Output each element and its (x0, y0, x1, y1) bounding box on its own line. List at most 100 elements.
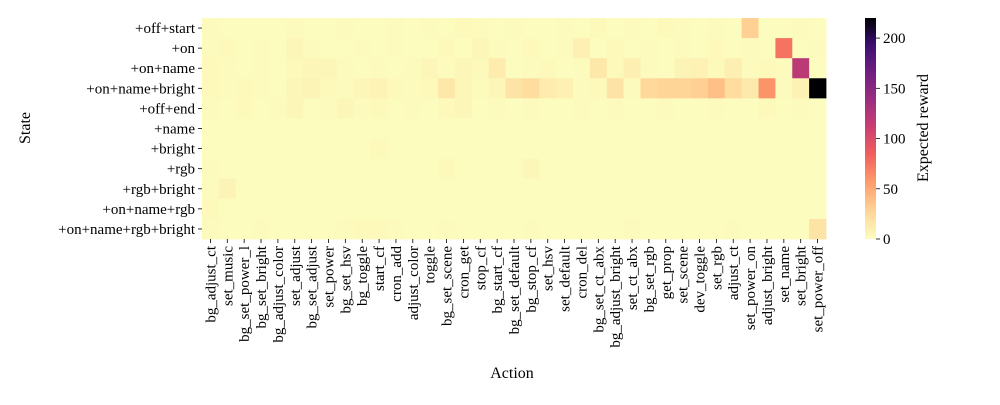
heatmap-cell (589, 78, 608, 99)
heatmap-cell (471, 198, 490, 220)
heatmap-cell (202, 138, 220, 160)
heatmap-cell (657, 118, 675, 139)
heatmap-cell (657, 58, 675, 79)
heatmap-cell (387, 58, 405, 79)
colorbar: 0 50 100 150 200 (865, 18, 906, 248)
heatmap-cell (707, 38, 726, 59)
heatmap-cell (320, 218, 338, 240)
heatmap-cell (691, 138, 709, 160)
heatmap-cell (640, 98, 658, 119)
heatmap-cell (387, 198, 405, 220)
heatmap-cell (269, 18, 287, 39)
column-label: set_power_off (811, 246, 827, 332)
heatmap-cell (539, 218, 557, 240)
column-label: set_scene (676, 246, 692, 304)
heatmap-cell (707, 58, 726, 79)
heatmap-cell (320, 158, 338, 180)
column-label: dev_toggle (693, 246, 709, 313)
heatmap-cell (286, 98, 304, 119)
heatmap-cell (218, 218, 237, 240)
heatmap-cell (488, 178, 506, 200)
heatmap-cell (573, 78, 591, 99)
heatmap-cell (758, 98, 776, 119)
heatmap-cell (556, 178, 574, 200)
heatmap-cell (809, 18, 827, 39)
heatmap-cell (556, 198, 574, 220)
heatmap-cell (640, 58, 658, 79)
heatmap-cell (252, 218, 270, 240)
heatmap-cell (421, 118, 439, 139)
heatmap-cell (691, 178, 709, 200)
heatmap-cell (707, 158, 726, 180)
heatmap-cell (674, 58, 692, 79)
colorbar-label: Expected reward (915, 74, 932, 182)
heatmap-cell (505, 218, 523, 240)
column-label: adjust_bright (760, 245, 776, 325)
heatmap-cell (674, 78, 692, 99)
heatmap-cell (775, 218, 793, 240)
heatmap-cell (623, 38, 641, 59)
heatmap-cell (303, 178, 321, 200)
heatmap-cell (573, 38, 591, 59)
heatmap-cell (252, 198, 270, 220)
heatmap-cell (438, 138, 456, 160)
heatmap-cell (387, 118, 405, 139)
heatmap-cell (539, 58, 557, 79)
heatmap-cell (421, 178, 439, 200)
heatmap-cell (353, 58, 372, 79)
heatmap-cell (235, 218, 253, 240)
heatmap-cell (758, 158, 776, 180)
heatmap-cell (522, 38, 540, 59)
heatmap-cell (724, 18, 743, 39)
heatmap-cell (370, 98, 388, 119)
heatmap-cell (792, 98, 810, 119)
heatmap-cell (370, 78, 388, 99)
heatmap-cell (336, 58, 355, 79)
heatmap-cell (775, 58, 793, 79)
y-axis-label: State (17, 112, 34, 144)
heatmap-cell (471, 178, 490, 200)
column-label: cron_get (456, 245, 472, 298)
heatmap-cell (505, 58, 523, 79)
heatmap-cell (640, 78, 658, 99)
heatmap-cell (438, 118, 456, 139)
heatmap-cell (505, 138, 523, 160)
heatmap-cell (573, 198, 591, 220)
heatmap-cell (404, 78, 422, 99)
heatmap-cell (320, 178, 338, 200)
heatmap-cell (573, 138, 591, 160)
heatmap-cell (438, 38, 456, 59)
heatmap-cell (286, 18, 304, 39)
heatmap-cell (758, 218, 776, 240)
heatmap-cell (707, 218, 726, 240)
heatmap-cell (303, 218, 321, 240)
heatmap-cell (202, 198, 220, 220)
heatmap-cell (691, 218, 709, 240)
heatmap-cell (589, 18, 608, 39)
heatmap-cell (640, 38, 658, 59)
heatmap-cell (235, 158, 253, 180)
heatmap-cell (623, 178, 641, 200)
heatmap-cell (640, 218, 658, 240)
heatmap-cell (235, 178, 253, 200)
heatmap-cell (606, 18, 625, 39)
heatmap-cell (252, 18, 270, 39)
colorbar-tick-label: 0 (883, 232, 891, 248)
heatmap-cell (606, 38, 625, 59)
heatmap-cell (218, 178, 237, 200)
heatmap-cell (539, 98, 557, 119)
heatmap-cell (454, 158, 473, 180)
row-label: +bright (151, 142, 196, 158)
heatmap-cell (522, 118, 540, 139)
heatmap-cell (606, 158, 625, 180)
heatmap-cell (488, 118, 506, 139)
heatmap-cell (539, 198, 557, 220)
heatmap-cell (623, 198, 641, 220)
column-label: bg_toggle (355, 246, 371, 306)
heatmap-cell (556, 138, 574, 160)
heatmap-cell (202, 78, 220, 99)
heatmap-cell (623, 218, 641, 240)
heatmap-cell (758, 178, 776, 200)
heatmap-cell (724, 158, 743, 180)
